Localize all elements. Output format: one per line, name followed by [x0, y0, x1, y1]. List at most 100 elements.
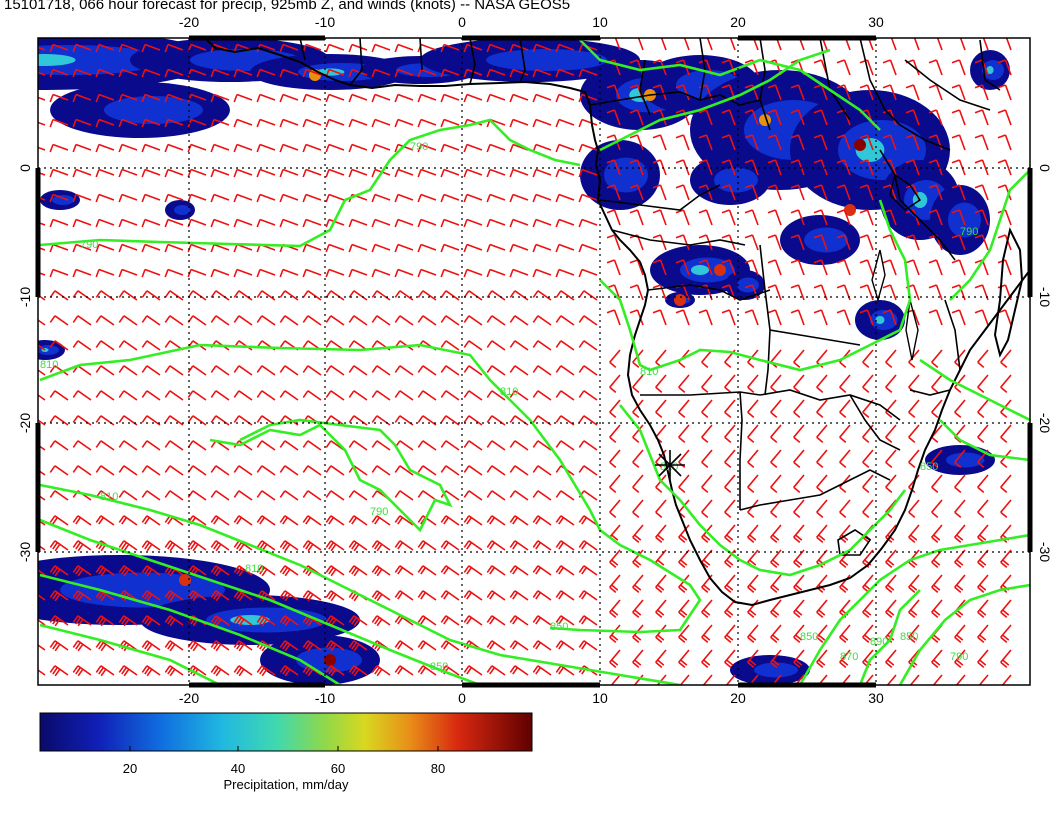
- wind-barb: [816, 499, 828, 519]
- wind-barb: [463, 218, 483, 228]
- wind-barb: [325, 168, 345, 178]
- wind-barb: [859, 234, 874, 251]
- wind-barb: [417, 218, 437, 228]
- wind-barb: [905, 159, 920, 176]
- wind-barb: [394, 465, 414, 476]
- wind-barb: [486, 665, 506, 676]
- wind-barb: [463, 590, 483, 601]
- wind-barb: [606, 184, 621, 201]
- wind-barb: [371, 243, 391, 253]
- wind-barb: [394, 540, 414, 551]
- wind-barb: [606, 109, 621, 126]
- wind-barb: [371, 68, 391, 78]
- wind-barb: [701, 599, 713, 619]
- wind-barb: [721, 134, 736, 151]
- wind-barb: [210, 415, 230, 426]
- wind-barb: [38, 146, 46, 151]
- wind-barb: [95, 340, 115, 351]
- contour-label: 810: [40, 359, 58, 371]
- contour-label: 850: [550, 621, 568, 633]
- wind-barb: [49, 340, 69, 351]
- wind-barb: [463, 390, 483, 401]
- wind-barb: [555, 665, 575, 676]
- wind-barb: [440, 465, 460, 476]
- wind-barb: [325, 93, 345, 103]
- wind-barb: [606, 159, 621, 176]
- wind-barb: [302, 440, 322, 451]
- wind-barb: [767, 109, 782, 126]
- wind-barb: [463, 540, 483, 551]
- wind-barb: [256, 365, 276, 376]
- wind-barb: [486, 640, 506, 651]
- contour-line: [939, 419, 1030, 462]
- wind-barb: [279, 590, 299, 602]
- wind-barb: [210, 515, 230, 526]
- wind-barb: [440, 540, 460, 551]
- wind-barb: [698, 134, 713, 151]
- contour-line: [898, 583, 1030, 685]
- wind-barb: [702, 674, 713, 685]
- wind-barb: [793, 549, 805, 569]
- wind-barb: [747, 574, 759, 594]
- wind-barb: [721, 184, 736, 201]
- wind-barb: [118, 118, 138, 128]
- wind-barb: [929, 38, 943, 51]
- contour-line: [599, 199, 912, 372]
- contour-label: 850: [430, 661, 448, 673]
- wind-barb: [95, 565, 115, 577]
- wind-barb: [675, 134, 690, 151]
- wind-barb: [675, 234, 690, 251]
- wind-barb: [745, 38, 759, 51]
- wind-barb: [974, 309, 989, 326]
- wind-barb: [302, 490, 322, 501]
- wind-barb: [325, 268, 345, 278]
- wind-barb: [302, 290, 322, 301]
- wind-barb: [906, 38, 920, 51]
- wind-barb: [371, 515, 391, 526]
- wind-barb: [118, 490, 138, 501]
- wind-barb: [509, 290, 529, 301]
- wind-barb: [233, 665, 253, 677]
- wind-barb: [118, 540, 138, 552]
- wind-barb: [509, 315, 529, 326]
- wind-barb: [440, 143, 460, 153]
- wind-barb: [302, 93, 322, 103]
- contour-line: [209, 418, 453, 533]
- wind-barb: [49, 43, 69, 53]
- wind-barb: [49, 68, 69, 78]
- wind-barb: [95, 365, 115, 376]
- wind-barb: [164, 193, 184, 203]
- wind-barb: [928, 59, 943, 76]
- lon-label-top: -10: [315, 14, 335, 30]
- wind-barb: [532, 93, 552, 103]
- wind-barb: [790, 209, 805, 226]
- wind-barb: [256, 490, 276, 501]
- wind-barb: [233, 515, 253, 526]
- wind-barb: [210, 218, 230, 228]
- wind-barb: [578, 440, 598, 451]
- wind-barb: [908, 599, 920, 619]
- wind-barb: [72, 565, 92, 577]
- wind-barb: [532, 365, 552, 376]
- wind-barb: [770, 574, 782, 594]
- wind-barb: [325, 243, 345, 253]
- wind-barb: [997, 259, 1012, 276]
- wind-barb: [348, 390, 368, 401]
- wind-barb: [790, 259, 805, 276]
- contour-label: 790: [80, 239, 98, 251]
- wind-barb: [371, 143, 391, 153]
- wind-barb: [532, 68, 552, 78]
- wind-barb: [629, 284, 644, 301]
- wind-barb: [440, 315, 460, 326]
- wind-barb: [678, 624, 690, 644]
- wind-barb: [440, 168, 460, 178]
- wind-barb: [463, 168, 483, 178]
- wind-barb: [164, 390, 184, 401]
- wind-barb: [279, 218, 299, 228]
- wind-barb: [532, 340, 552, 351]
- wind-barb: [652, 284, 667, 301]
- wind-barb: [997, 234, 1012, 251]
- wind-barb: [655, 374, 667, 394]
- wind-barb: [698, 309, 713, 326]
